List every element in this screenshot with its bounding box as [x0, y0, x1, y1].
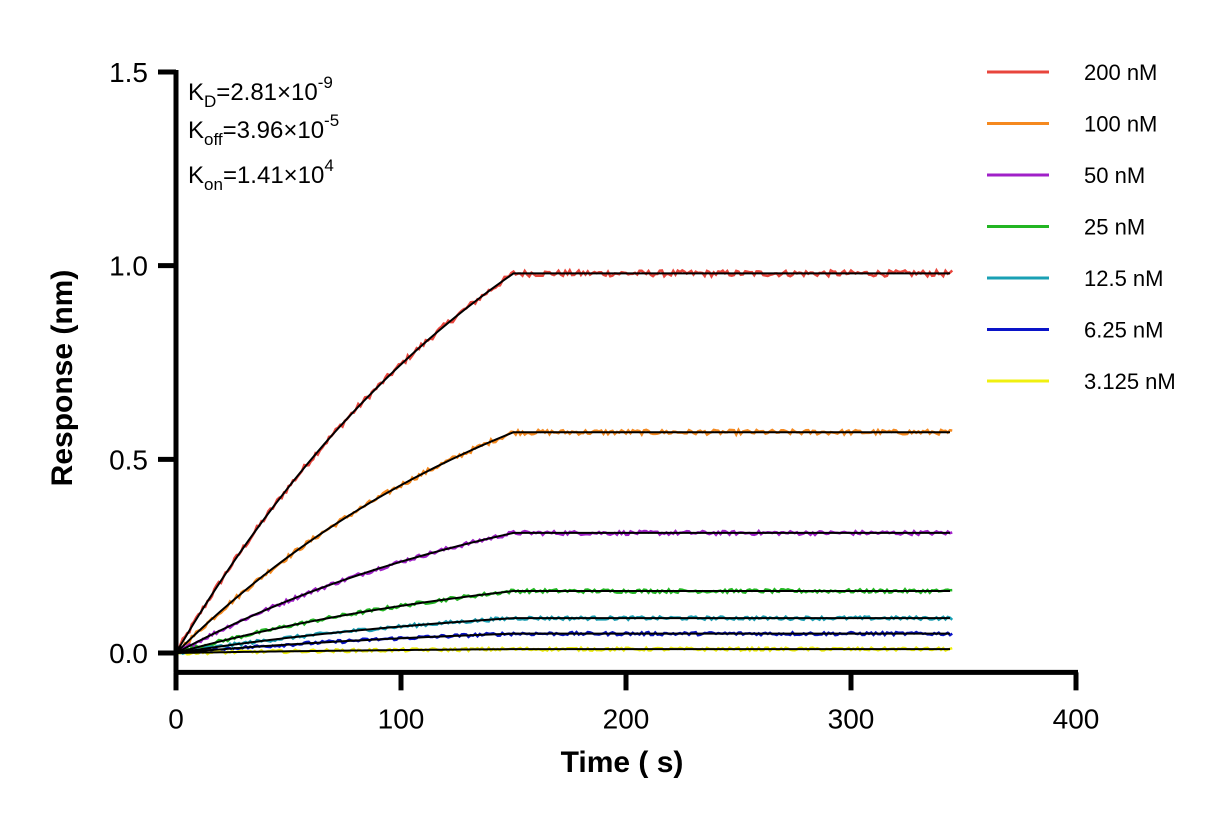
x-tick-label: 200 — [603, 703, 650, 734]
fit-curve-6-25-nM — [175, 632, 950, 654]
legend-label: 50 nM — [1084, 163, 1145, 188]
legend-label: 25 nM — [1084, 215, 1145, 240]
legend-entry: 25 nM — [987, 215, 1145, 240]
legend-label: 200 nM — [1084, 60, 1157, 85]
y-tick-label: 0.0 — [109, 638, 148, 669]
y-tick-label: 1.0 — [109, 251, 148, 282]
y-axis-title: Response (nm) — [46, 270, 79, 487]
kon-annotation: Kon=1.41×104 — [188, 156, 334, 194]
legend-entry: 50 nM — [987, 163, 1145, 188]
fit-curve-25-nM — [175, 590, 950, 654]
x-tick-label: 100 — [378, 703, 425, 734]
series-trace-200-nM — [175, 267, 954, 654]
x-tick-label: 300 — [828, 703, 875, 734]
koff-annotation: Koff=3.96×10-5 — [188, 111, 339, 149]
legend-entry: 200 nM — [987, 60, 1157, 85]
fit-curve-100-nM — [175, 431, 950, 654]
kinetic-constants: KD=2.81×10-9 Koff=3.96×10-5 Kon=1.41×104 — [188, 73, 339, 194]
x-tick-label: 0 — [168, 703, 184, 734]
x-tick-label: 400 — [1053, 703, 1100, 734]
fit-curve-3-125-nM — [175, 648, 950, 654]
legend-label: 12.5 nM — [1084, 266, 1164, 291]
ticks: 0 100 200 300 400 0.0 0.5 1.0 1.5 — [109, 57, 1099, 734]
x-axis-title: Time ( s) — [561, 746, 684, 779]
fit-curve-50-nM — [175, 531, 950, 654]
legend-entry: 100 nM — [987, 112, 1157, 137]
legend-entry: 3.125 nM — [987, 369, 1176, 394]
axes — [173, 70, 1078, 675]
fit-curve-200-nM — [175, 272, 950, 654]
y-tick-label: 0.5 — [109, 444, 148, 475]
kd-annotation: KD=2.81×10-9 — [188, 73, 333, 111]
data-layer — [175, 267, 954, 656]
legend-entry: 6.25 nM — [987, 318, 1164, 343]
y-tick-label: 1.5 — [109, 57, 148, 88]
legend-label: 6.25 nM — [1084, 318, 1164, 343]
fit-curve-12-5-nM — [175, 617, 950, 654]
legend-label: 3.125 nM — [1084, 369, 1176, 394]
legend-entry: 12.5 nM — [987, 266, 1164, 291]
legend-label: 100 nM — [1084, 112, 1157, 137]
legend: 200 nM 100 nM 50 nM 25 nM 12.5 nM 6.25 nM 3.12… — [987, 60, 1176, 394]
